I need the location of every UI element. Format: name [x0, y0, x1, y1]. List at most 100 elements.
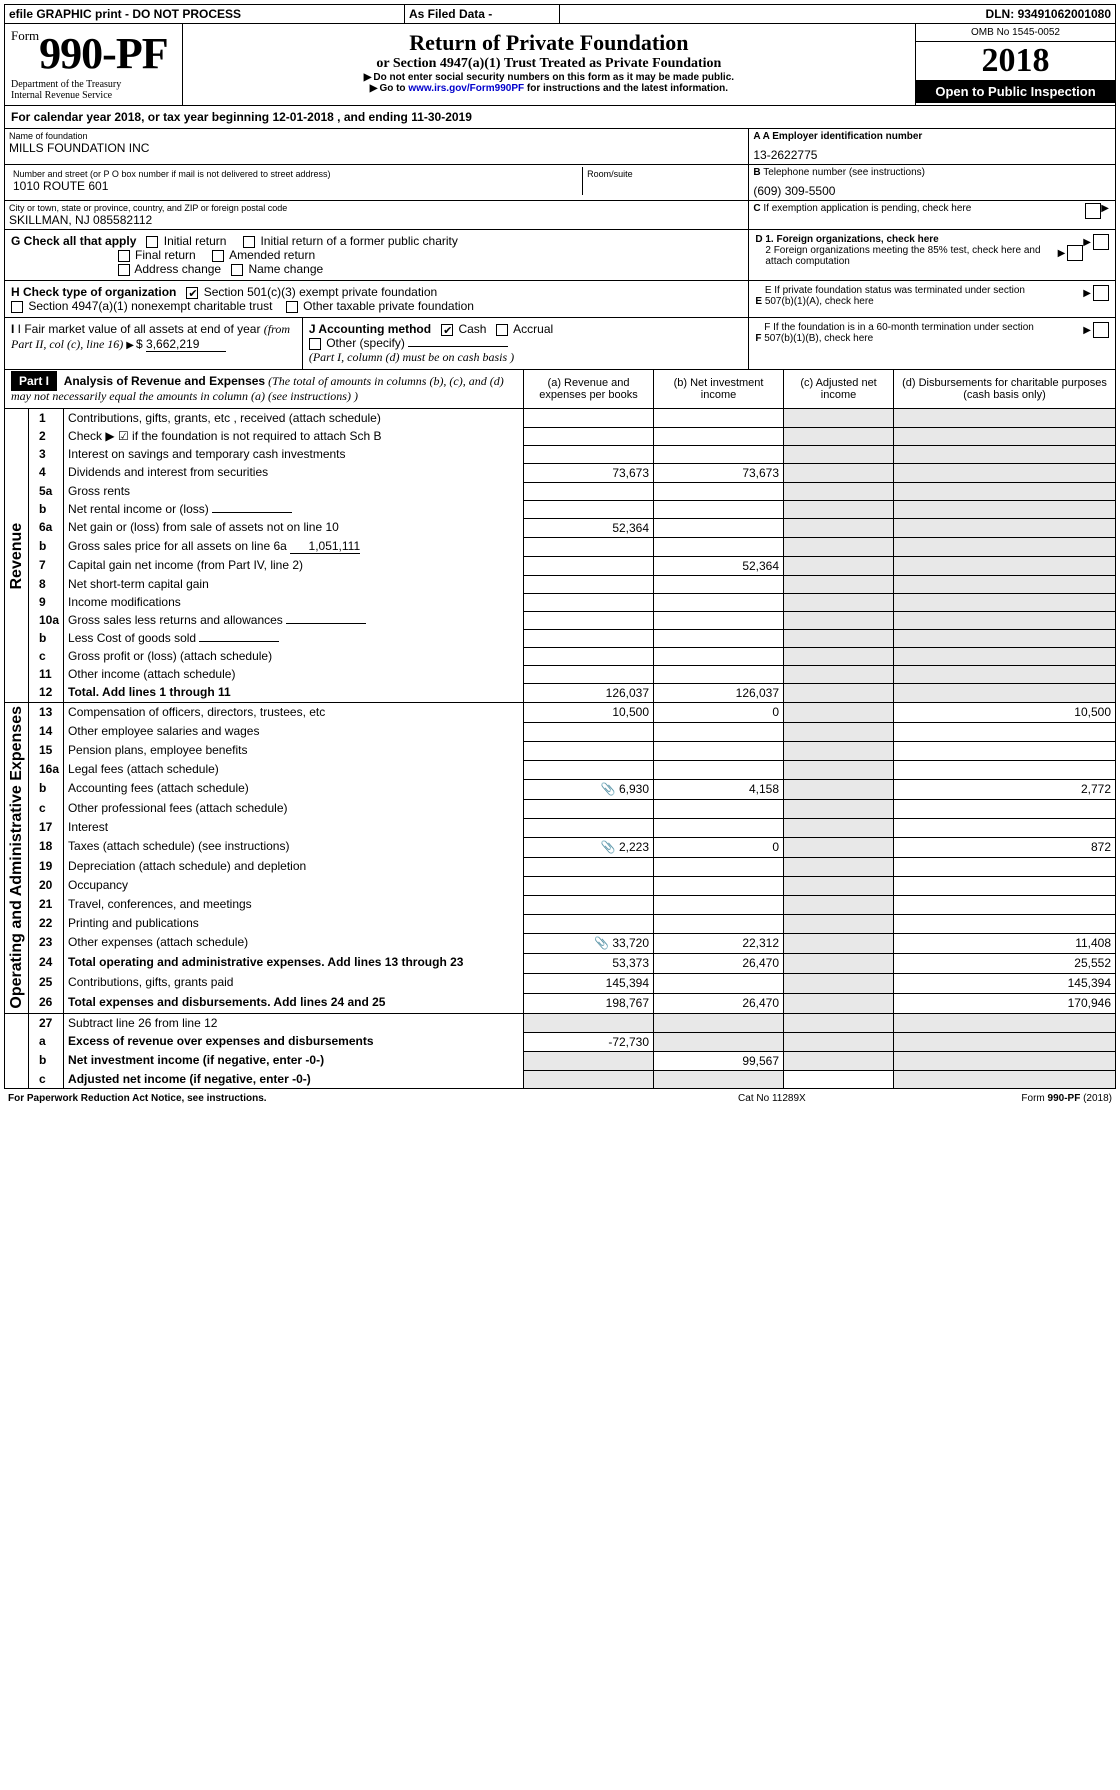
table-row: 10aGross sales less returns and allowanc… [5, 611, 1116, 629]
calendar-line: For calendar year 2018, or tax year begi… [4, 106, 1116, 129]
row-desc: Other employee salaries and wages [64, 722, 524, 741]
table-row: bNet rental income or (loss) [5, 500, 1116, 518]
table-row: 11Other income (attach schedule) [5, 665, 1116, 683]
cell-c [784, 629, 894, 647]
top-bar: efile GRAPHIC print - DO NOT PROCESS As … [4, 4, 1116, 24]
initial-return-cb[interactable] [146, 236, 158, 248]
cell-d [894, 463, 1116, 482]
table-row: cOther professional fees (attach schedul… [5, 799, 1116, 818]
e-checkbox[interactable] [1093, 285, 1109, 301]
row-desc: Gross sales price for all assets on line… [64, 537, 524, 556]
table-row: 18Taxes (attach schedule) (see instructi… [5, 837, 1116, 857]
row-desc: Subtract line 26 from line 12 [64, 1014, 524, 1033]
cell-a: 52,364 [524, 518, 654, 537]
cell-c [784, 914, 894, 933]
final-return-cb[interactable] [118, 250, 130, 262]
d2-checkbox[interactable] [1067, 245, 1083, 261]
cell-a: 📎 2,223 [524, 837, 654, 857]
irs-link[interactable]: www.irs.gov/Form990PF [408, 83, 524, 94]
form-header: Form990-PF Department of the Treasury In… [4, 24, 1116, 106]
cell-d [894, 537, 1116, 556]
cell-d [894, 647, 1116, 665]
table-row: 15Pension plans, employee benefits [5, 741, 1116, 760]
table-row: 26Total expenses and disbursements. Add … [5, 993, 1116, 1013]
row-desc: Interest [64, 818, 524, 837]
amended-cb[interactable] [212, 250, 224, 262]
row-desc: Other professional fees (attach schedule… [64, 799, 524, 818]
cell-d [894, 500, 1116, 518]
row-desc: Adjusted net income (if negative, enter … [64, 1070, 524, 1089]
cell-b [654, 611, 784, 629]
501c3-cb[interactable] [186, 287, 198, 299]
cell-a [524, 876, 654, 895]
attach-icon: 📎 [601, 840, 616, 854]
cell-a [524, 500, 654, 518]
cell-c [784, 1051, 894, 1070]
cell-b: 0 [654, 837, 784, 857]
cell-a [524, 722, 654, 741]
cell-b [654, 722, 784, 741]
cell-b: 4,158 [654, 779, 784, 799]
cell-c [784, 445, 894, 463]
cell-d [894, 857, 1116, 876]
cell-d [894, 799, 1116, 818]
accrual-cb[interactable] [496, 324, 508, 336]
cell-d [894, 611, 1116, 629]
cell-a: 53,373 [524, 953, 654, 973]
row-num: 11 [29, 665, 64, 683]
initial-former-cb[interactable] [243, 236, 255, 248]
table-row: bLess Cost of goods sold [5, 629, 1116, 647]
other-taxable-cb[interactable] [286, 301, 298, 313]
table-row: 20Occupancy [5, 876, 1116, 895]
address-change-cb[interactable] [118, 264, 130, 276]
row-num: 26 [29, 993, 64, 1013]
part1-table: Part I Analysis of Revenue and Expenses … [4, 370, 1116, 1089]
cell-b [654, 575, 784, 593]
cell-c [784, 993, 894, 1013]
cell-d [894, 722, 1116, 741]
row-desc: Other expenses (attach schedule) [64, 933, 524, 953]
table-row: 3Interest on savings and temporary cash … [5, 445, 1116, 463]
d1-checkbox[interactable] [1093, 234, 1109, 250]
cell-a [524, 914, 654, 933]
other-method-cb[interactable] [309, 338, 321, 350]
cell-c [784, 575, 894, 593]
page-footer: For Paperwork Reduction Act Notice, see … [4, 1091, 1116, 1106]
row-num: c [29, 647, 64, 665]
foundation-name: MILLS FOUNDATION INC [9, 141, 744, 155]
cell-b [654, 876, 784, 895]
name-change-cb[interactable] [231, 264, 243, 276]
f-checkbox[interactable] [1093, 322, 1109, 338]
cell-d [894, 409, 1116, 428]
cell-a [524, 857, 654, 876]
cell-c [784, 593, 894, 611]
col-a-head: (a) Revenue and expenses per books [524, 370, 654, 409]
cell-c [784, 876, 894, 895]
cell-a [524, 895, 654, 914]
cell-b [654, 665, 784, 683]
row-num: 18 [29, 837, 64, 857]
cell-c [784, 556, 894, 575]
cell-c [784, 741, 894, 760]
4947-cb[interactable] [11, 301, 23, 313]
row-num: 23 [29, 933, 64, 953]
row-num: 21 [29, 895, 64, 914]
cell-c [784, 953, 894, 973]
cell-b [654, 818, 784, 837]
cash-cb[interactable] [441, 324, 453, 336]
row-num: 5a [29, 482, 64, 500]
row-num: b [29, 1051, 64, 1070]
c-checkbox[interactable] [1085, 203, 1101, 219]
revenue-side-label: Revenue [5, 409, 29, 703]
cell-c [784, 1032, 894, 1051]
row-desc: Other income (attach schedule) [64, 665, 524, 683]
table-row: 23Other expenses (attach schedule)📎 33,7… [5, 933, 1116, 953]
cell-b [654, 895, 784, 914]
row-desc: Capital gain net income (from Part IV, l… [64, 556, 524, 575]
row-desc: Interest on savings and temporary cash i… [64, 445, 524, 463]
cell-a [524, 1051, 654, 1070]
col-c-head: (c) Adjusted net income [784, 370, 894, 409]
row-desc: Total operating and administrative expen… [64, 953, 524, 973]
row-num: 13 [29, 702, 64, 722]
cell-b [654, 482, 784, 500]
